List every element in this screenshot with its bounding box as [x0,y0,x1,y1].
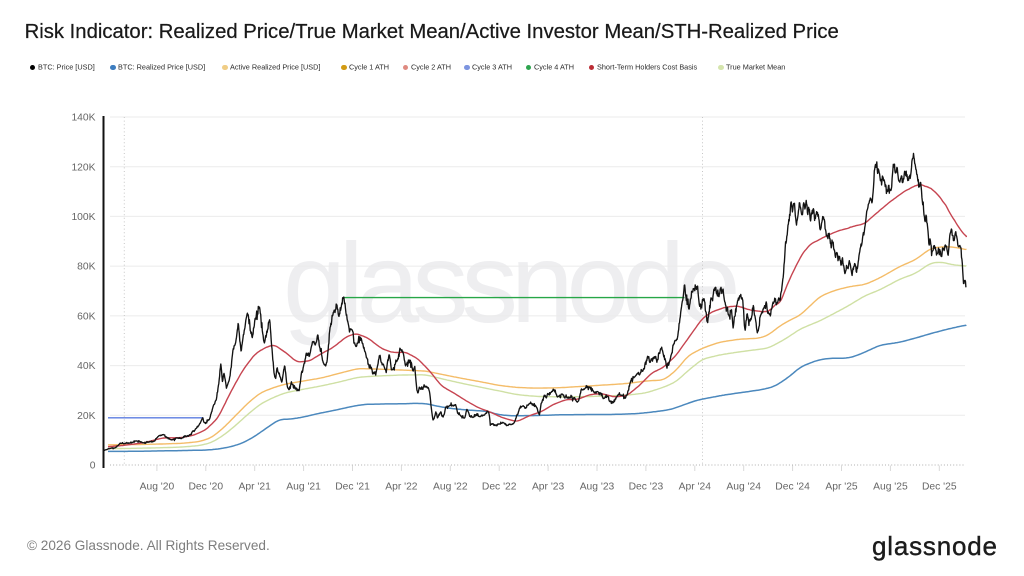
svg-text:Aug '23: Aug '23 [580,482,615,493]
svg-text:Dec '21: Dec '21 [335,482,370,493]
svg-text:140K: 140K [71,113,95,124]
svg-text:Dec '25: Dec '25 [922,482,957,493]
svg-text:Apr '21: Apr '21 [239,482,272,493]
svg-text:60K: 60K [77,312,95,323]
svg-text:Aug '21: Aug '21 [286,482,321,493]
svg-text:glassnode: glassnode [283,220,736,346]
svg-text:Dec '23: Dec '23 [629,482,664,493]
svg-text:120K: 120K [71,162,95,173]
svg-text:20K: 20K [77,411,95,422]
svg-text:Dec '24: Dec '24 [775,482,810,493]
svg-text:40K: 40K [77,361,95,372]
svg-text:Aug '25: Aug '25 [873,482,908,493]
svg-text:Apr '24: Apr '24 [679,482,712,493]
svg-text:0: 0 [90,461,96,472]
svg-text:Aug '20: Aug '20 [140,482,175,493]
svg-text:Dec '22: Dec '22 [482,482,517,493]
svg-text:Aug '24: Aug '24 [726,482,761,493]
svg-text:Apr '22: Apr '22 [385,482,418,493]
svg-text:Apr '23: Apr '23 [532,482,565,493]
svg-text:Aug '22: Aug '22 [433,482,468,493]
svg-text:Apr '25: Apr '25 [825,482,858,493]
svg-text:100K: 100K [71,212,95,223]
svg-text:Dec '20: Dec '20 [189,482,224,493]
svg-text:80K: 80K [77,262,95,273]
